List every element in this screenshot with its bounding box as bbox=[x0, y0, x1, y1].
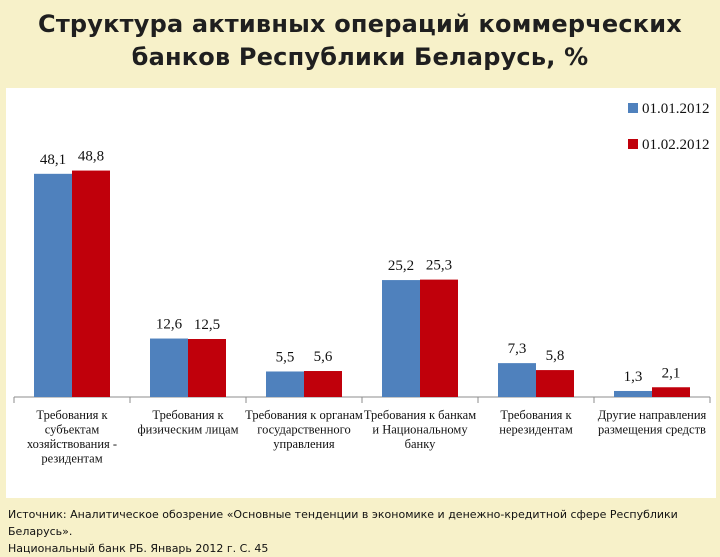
data-label-s1-cat-3: 5,5 bbox=[276, 349, 295, 365]
x-tick-label-line: банку bbox=[405, 437, 436, 451]
x-tick-label-line: и Национальному bbox=[372, 423, 468, 437]
legend-label-2: 01.02.2012 bbox=[642, 137, 710, 153]
data-label-s2-cat-5: 5,8 bbox=[546, 348, 565, 364]
x-tick-label-6: Другие направления размещения средств bbox=[598, 408, 707, 437]
bar-s2-cat-5 bbox=[536, 370, 574, 397]
bar-s1-cat-1 bbox=[34, 173, 72, 397]
title-line-2: банков Республики Беларусь, % bbox=[131, 43, 589, 71]
x-tick-label-line: Требования к bbox=[152, 408, 224, 422]
bar-s2-cat-2 bbox=[188, 339, 226, 397]
legend-label-1: 01.01.2012 bbox=[642, 101, 710, 117]
x-tick-label-line: государственного bbox=[257, 423, 350, 437]
x-tick-label-line: Другие направления bbox=[598, 408, 707, 422]
x-tick-label-4: Требования к банкам и Национальному банку bbox=[364, 408, 476, 451]
bar-s1-cat-2 bbox=[150, 338, 188, 397]
legend-swatch-1 bbox=[628, 103, 638, 113]
bar-s1-cat-5 bbox=[498, 363, 536, 397]
x-tick-label-line: физическим лицам bbox=[138, 423, 239, 437]
bar-s1-cat-3 bbox=[266, 371, 304, 397]
x-tick-label-line: Требования к банкам bbox=[364, 408, 476, 422]
data-label-s1-cat-1: 48,1 bbox=[40, 152, 66, 168]
x-tick-label-line: размещения средств bbox=[598, 423, 706, 437]
slide-title: Структура активных операций коммерческих… bbox=[0, 8, 720, 74]
x-tick-label-line: Требования к bbox=[36, 408, 108, 422]
x-tick-label-3: Требования к органам государственного упра… bbox=[245, 408, 363, 451]
data-label-s1-cat-2: 12,6 bbox=[156, 317, 183, 333]
x-tick-label-1: Требования к субъектам хозяйствования -рез… bbox=[27, 408, 117, 466]
x-tick-label-5: Требования к нерезидентам bbox=[499, 408, 573, 437]
legend-swatch-2 bbox=[628, 139, 638, 149]
x-tick-label-line: хозяйствования - bbox=[27, 437, 117, 451]
data-label-s1-cat-5: 7,3 bbox=[508, 341, 527, 357]
data-label-s2-cat-2: 12,5 bbox=[194, 317, 220, 333]
source-note: Источник: Аналитическое обозрение «Основ… bbox=[8, 506, 716, 557]
bar-s1-cat-4 bbox=[382, 280, 420, 397]
data-label-s1-cat-6: 1,3 bbox=[624, 369, 643, 385]
bar-s2-cat-3 bbox=[304, 371, 342, 397]
x-tick-label-line: резидентам bbox=[41, 452, 102, 466]
data-label-s2-cat-6: 2,1 bbox=[662, 365, 681, 381]
title-line-1: Структура активных операций коммерческих bbox=[38, 10, 682, 38]
x-tick-label-line: субъектам bbox=[45, 423, 100, 437]
x-tick-label-line: нерезидентам bbox=[499, 423, 573, 437]
x-tick-label-line: Требования к bbox=[500, 408, 572, 422]
bar-s2-cat-6 bbox=[652, 387, 690, 397]
x-tick-label-line: управления bbox=[273, 437, 335, 451]
bar-s1-cat-6 bbox=[614, 390, 652, 397]
source-line-2: Национальный банк РБ. Январь 2012 г. С. … bbox=[8, 542, 269, 555]
x-tick-label-2: Требования к физическим лицам bbox=[138, 408, 239, 437]
bar-s2-cat-4 bbox=[420, 279, 458, 397]
bar-s2-cat-1 bbox=[72, 170, 110, 397]
x-tick-label-line: Требования к органам bbox=[245, 408, 363, 422]
data-label-s1-cat-4: 25,2 bbox=[388, 258, 414, 274]
chart-panel: 48,1 48,8 Требования к субъектам хозяйствова… bbox=[6, 88, 716, 498]
source-line-1: Источник: Аналитическое обозрение «Основ… bbox=[8, 508, 678, 538]
data-label-s2-cat-3: 5,6 bbox=[314, 349, 333, 365]
data-label-s2-cat-4: 25,3 bbox=[426, 258, 452, 274]
data-label-s2-cat-1: 48,8 bbox=[78, 149, 104, 165]
